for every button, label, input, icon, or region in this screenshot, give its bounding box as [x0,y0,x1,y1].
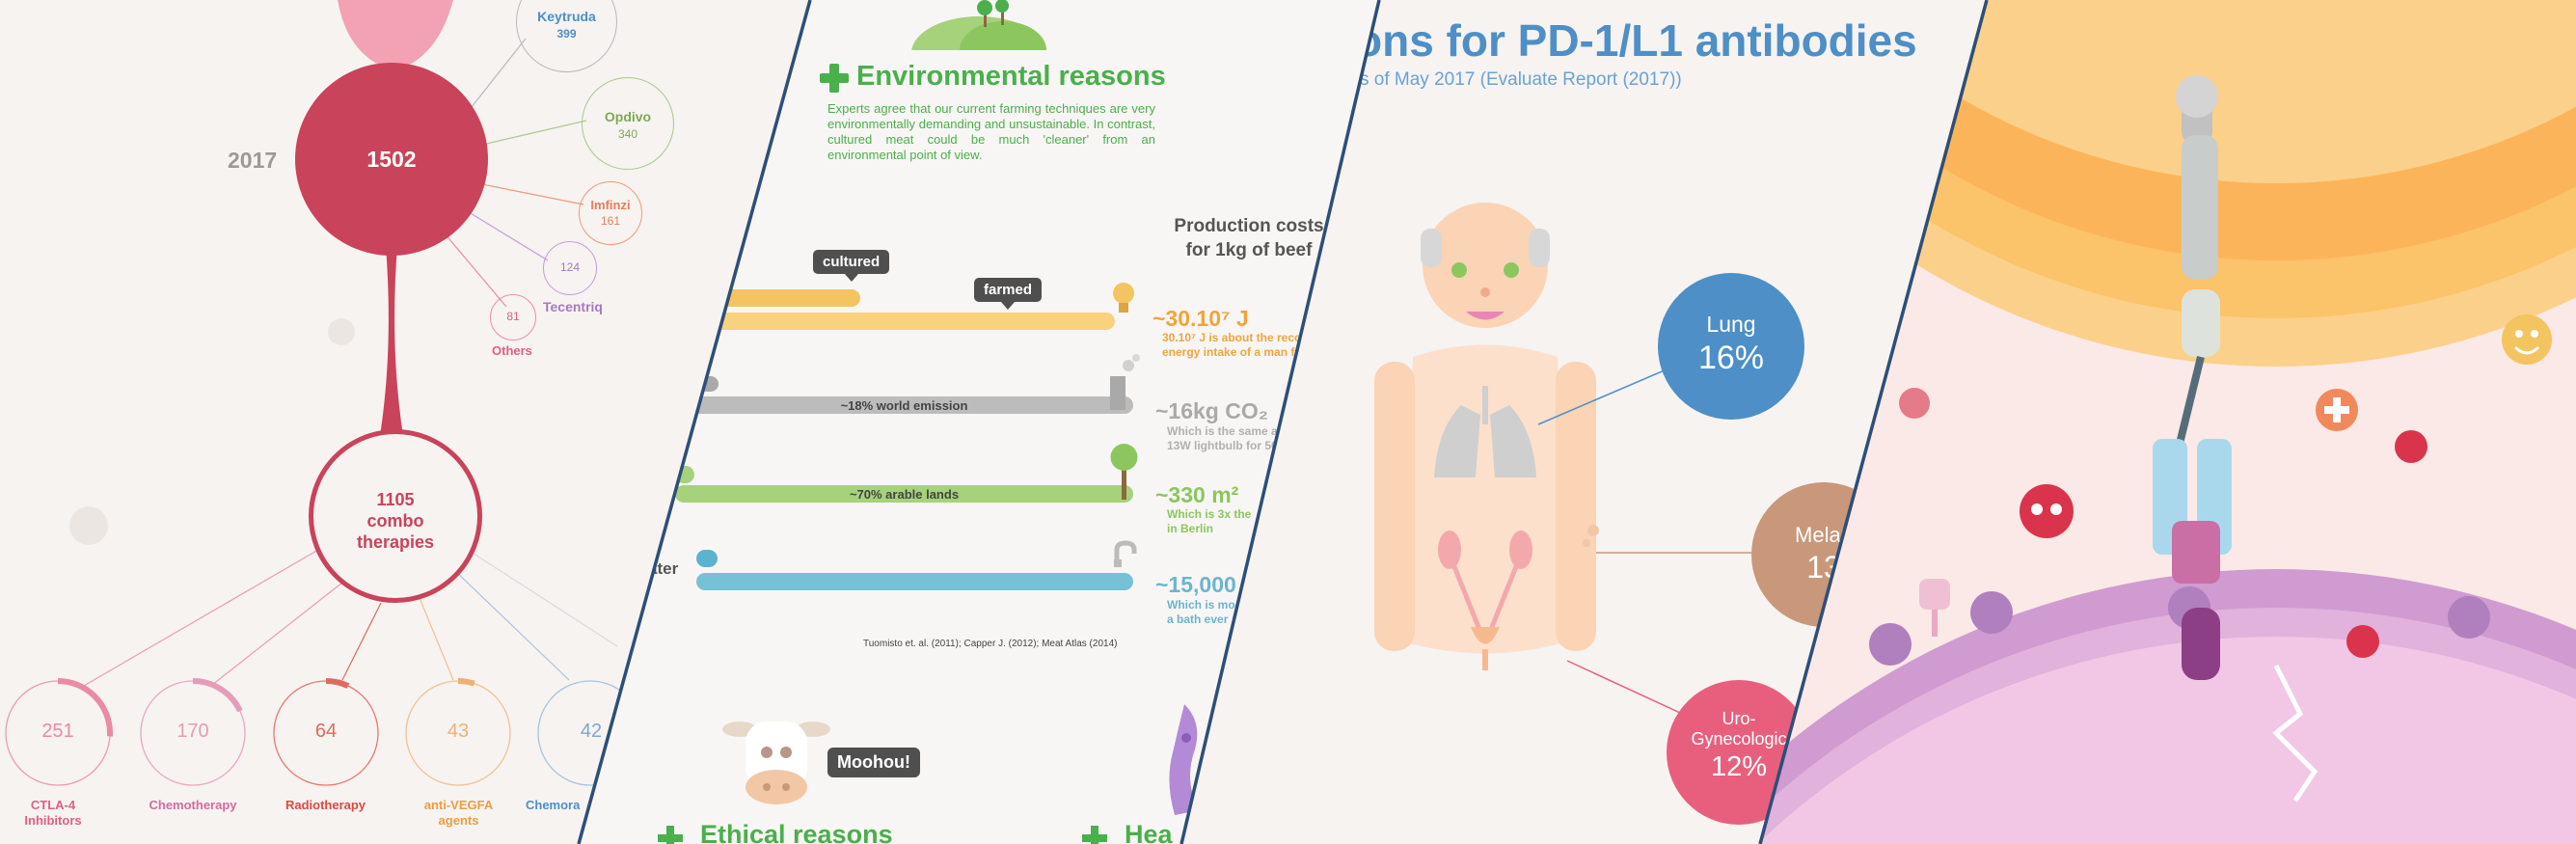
divider-line [579,0,810,844]
divider-line [1181,0,1379,844]
divider-line [1760,0,1987,844]
